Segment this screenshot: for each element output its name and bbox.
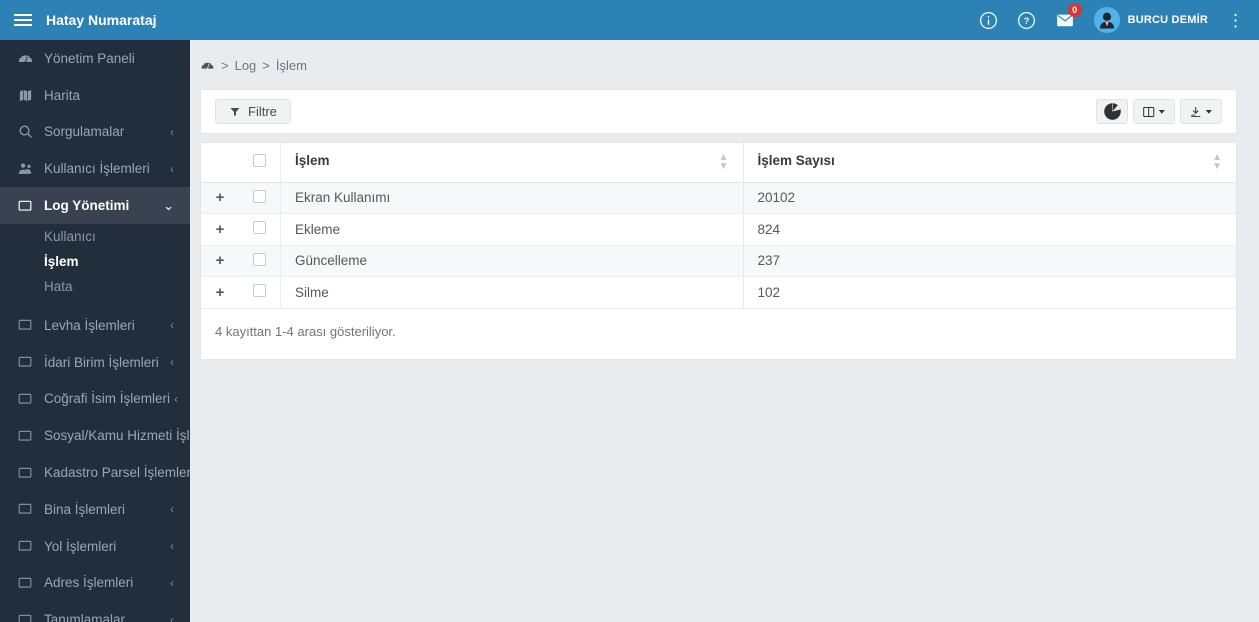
svg-text:?: ?	[1023, 16, 1029, 26]
